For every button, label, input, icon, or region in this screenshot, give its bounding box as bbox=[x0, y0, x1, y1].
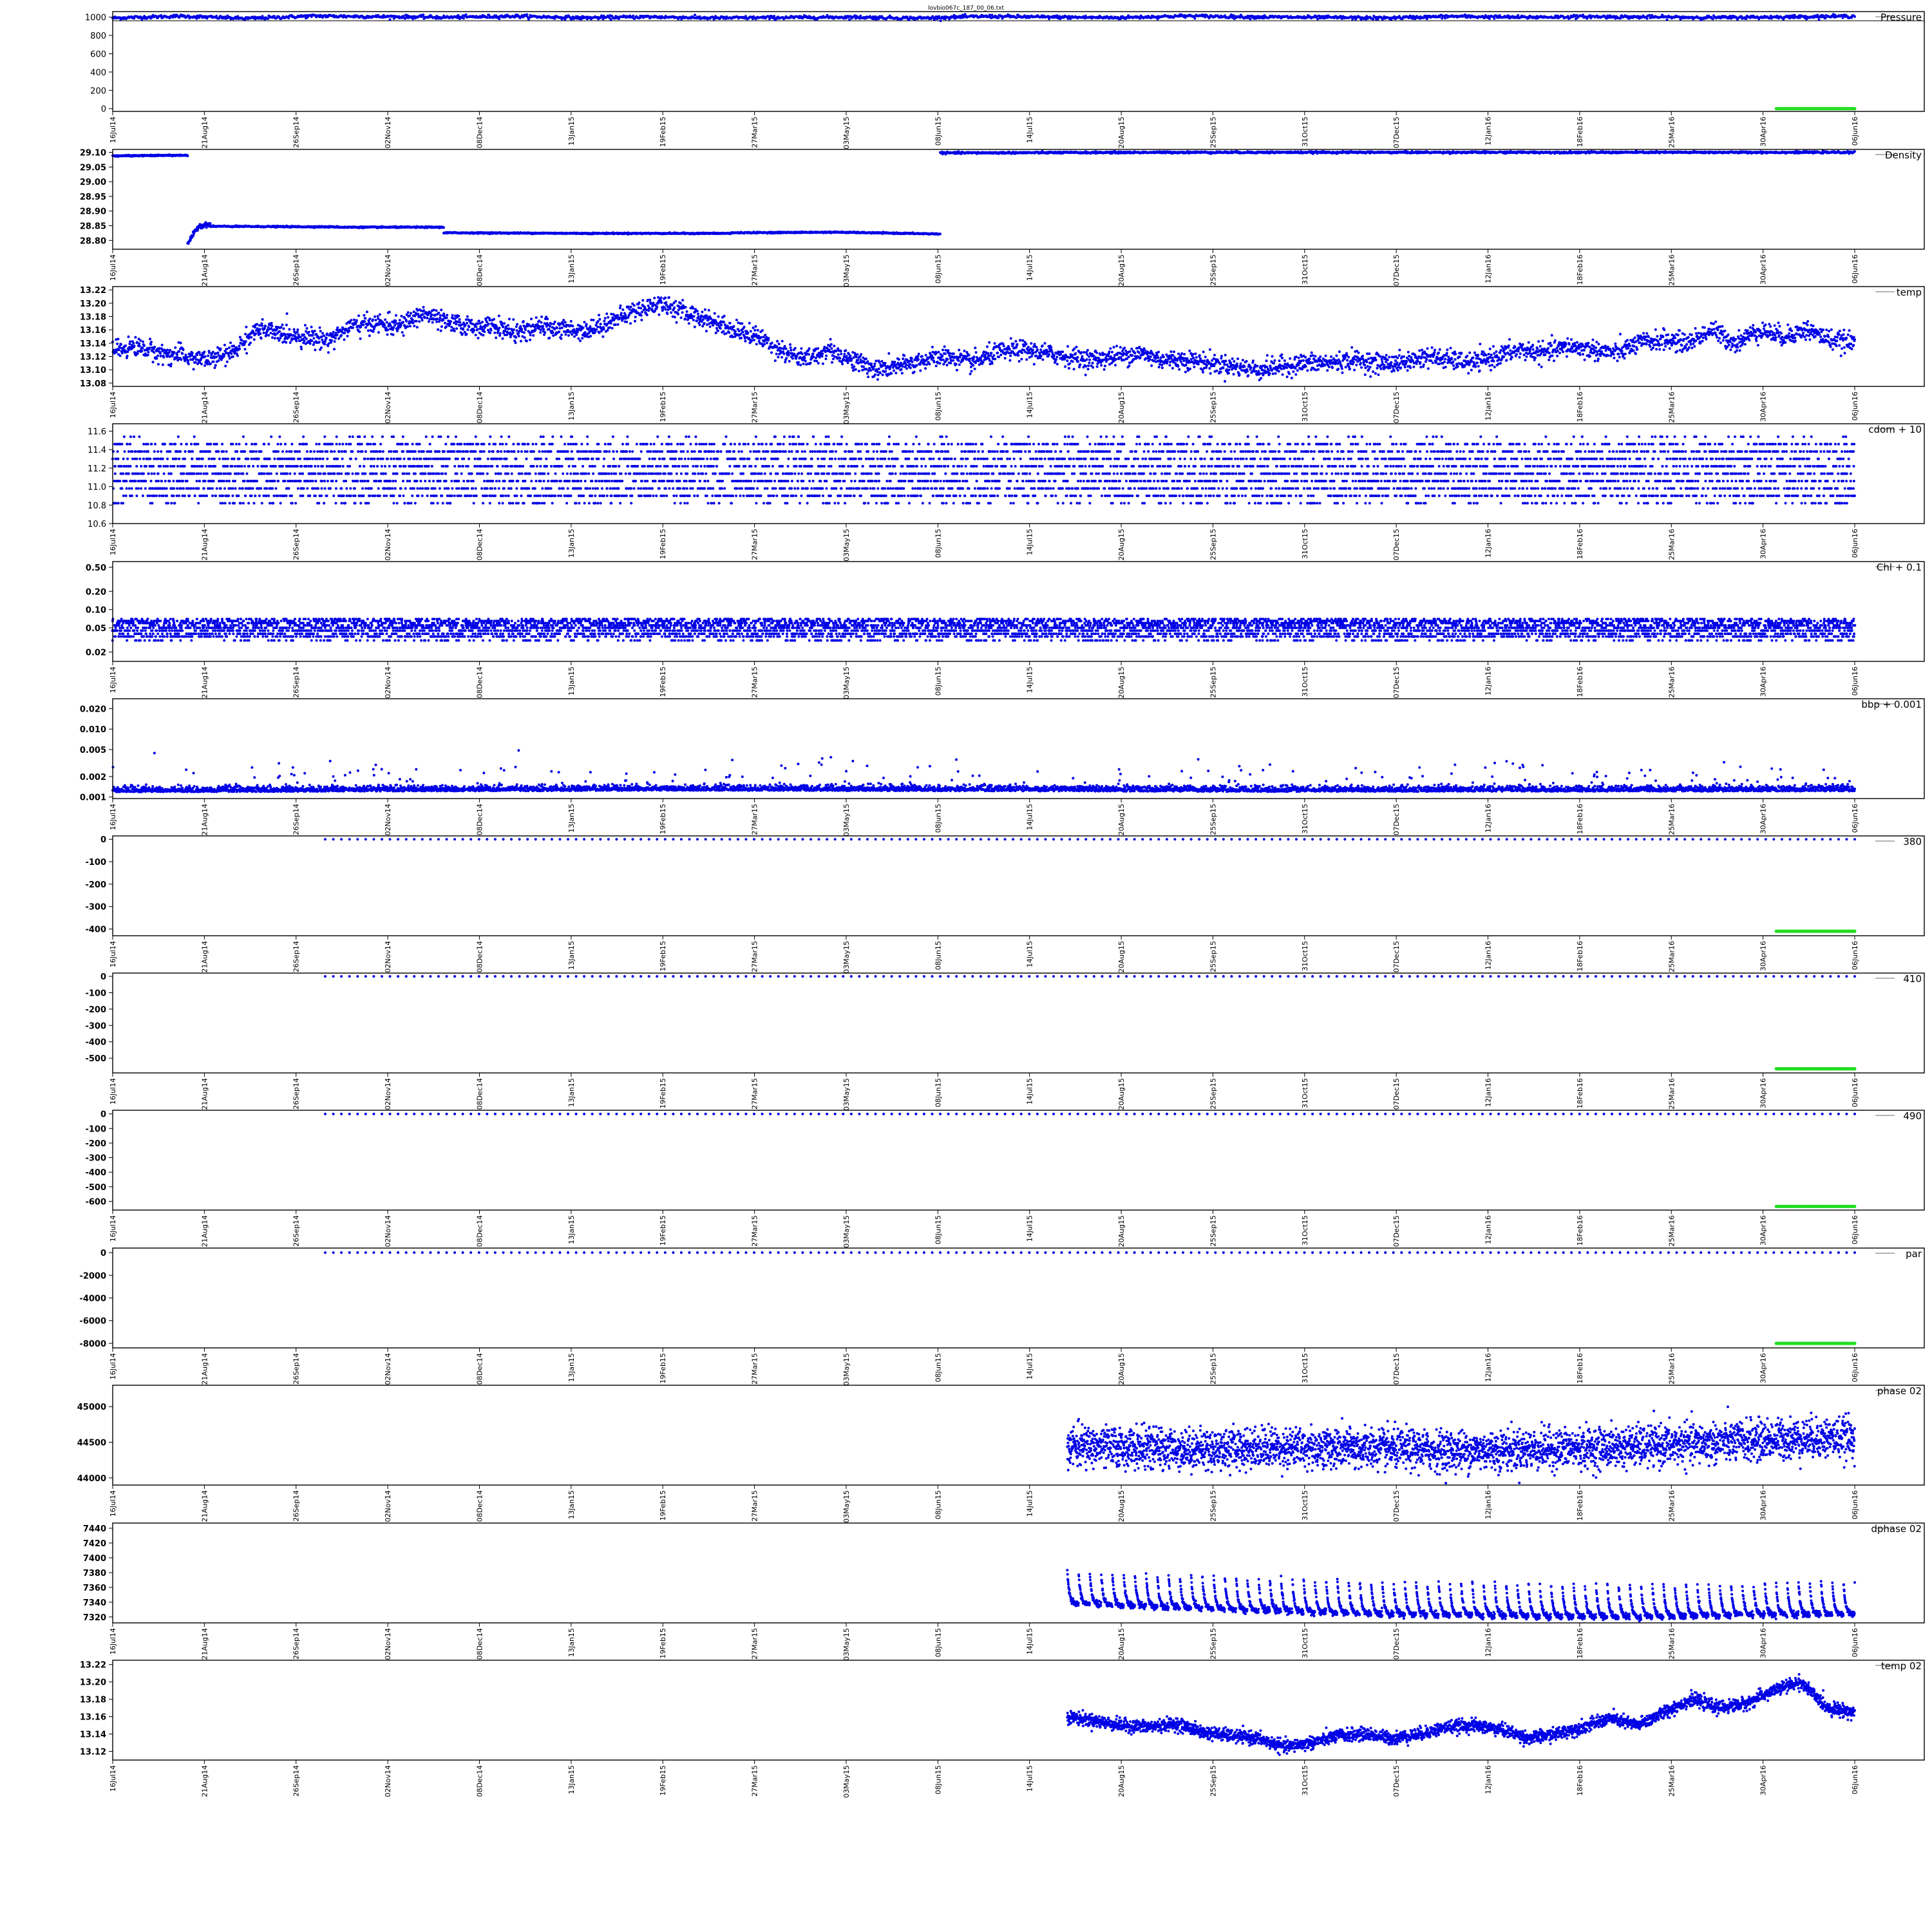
data-point bbox=[435, 17, 437, 20]
x-tick-label: 26Sep14 bbox=[292, 117, 301, 148]
data-point bbox=[939, 232, 942, 235]
data-point bbox=[1804, 15, 1807, 17]
y-tick-label: 200 bbox=[90, 86, 106, 96]
data-point bbox=[1648, 14, 1651, 17]
data-point bbox=[215, 15, 218, 17]
data-point bbox=[205, 226, 208, 229]
data-point bbox=[1816, 14, 1819, 16]
x-tick-label: 21Aug14 bbox=[200, 117, 209, 148]
data-point bbox=[287, 17, 290, 19]
data-point bbox=[906, 15, 909, 18]
y-tick-label: 1000 bbox=[85, 14, 106, 23]
panel-1: 29.1029.0529.0028.9528.9028.8528.8016Jul… bbox=[80, 149, 1924, 287]
data-point bbox=[1056, 14, 1058, 17]
data-point bbox=[1582, 14, 1584, 16]
data-point bbox=[1853, 15, 1856, 18]
x-tick-label: 19Feb15 bbox=[659, 117, 667, 147]
data-point bbox=[486, 16, 489, 19]
data-point bbox=[1853, 107, 1856, 110]
x-tick-label: 06Jun16 bbox=[1851, 117, 1859, 146]
data-point bbox=[528, 17, 531, 19]
data-point bbox=[1441, 17, 1443, 20]
x-tick-label: 12Jan16 bbox=[1484, 117, 1493, 146]
series-1-0 bbox=[111, 153, 189, 158]
series-1-3 bbox=[338, 225, 445, 230]
x-tick-label: 20Aug15 bbox=[1117, 117, 1126, 148]
data-point bbox=[610, 18, 612, 21]
data-point bbox=[465, 14, 468, 16]
data-point bbox=[1619, 17, 1622, 20]
data-point bbox=[632, 15, 634, 17]
x-tick-label: 25Sep15 bbox=[1209, 117, 1217, 148]
panel-0-points bbox=[111, 13, 1857, 110]
data-point bbox=[1372, 18, 1374, 21]
series-0-1 bbox=[1775, 107, 1857, 110]
data-point bbox=[1316, 18, 1319, 21]
series-1-5 bbox=[730, 231, 942, 236]
data-point bbox=[1666, 19, 1669, 21]
data-point bbox=[694, 14, 696, 16]
data-point bbox=[1444, 17, 1446, 19]
data-point bbox=[989, 14, 991, 16]
x-tick-label: 08Dec14 bbox=[475, 117, 484, 148]
data-point bbox=[1646, 17, 1649, 20]
data-point bbox=[209, 222, 212, 225]
data-point bbox=[848, 18, 851, 21]
data-point bbox=[564, 18, 566, 21]
x-tick-label: 16Jul14 bbox=[109, 117, 117, 143]
data-point bbox=[526, 14, 528, 16]
data-point bbox=[773, 15, 775, 17]
x-tick-label: 13Jan15 bbox=[567, 117, 576, 146]
x-tick-label: 14Jul15 bbox=[1026, 117, 1034, 143]
data-point bbox=[1233, 14, 1235, 17]
y-tick-label: 0 bbox=[101, 105, 106, 115]
y-tick-label: 600 bbox=[90, 50, 106, 59]
x-tick-label: 07Dec15 bbox=[1392, 117, 1401, 148]
data-point bbox=[1249, 18, 1251, 21]
data-point bbox=[412, 17, 414, 20]
series-1-2 bbox=[209, 224, 341, 229]
data-point bbox=[422, 14, 424, 16]
x-tick-label: 02Nov14 bbox=[384, 117, 392, 148]
data-point bbox=[940, 19, 942, 22]
data-point bbox=[1193, 17, 1196, 20]
data-point bbox=[462, 17, 465, 20]
x-tick-label: 27Mar15 bbox=[751, 117, 759, 148]
panel-frame bbox=[113, 12, 1924, 111]
data-point bbox=[442, 226, 445, 229]
data-point bbox=[997, 17, 999, 19]
data-point bbox=[389, 18, 392, 21]
y-tick-label: 400 bbox=[90, 68, 106, 78]
y-tick-label: 800 bbox=[90, 32, 106, 41]
x-tick-label: 30Apr16 bbox=[1759, 117, 1768, 147]
data-point bbox=[1493, 17, 1495, 20]
data-point bbox=[186, 155, 189, 157]
series-1-4 bbox=[442, 231, 732, 236]
x-tick-label: 31Oct15 bbox=[1301, 117, 1309, 147]
data-point bbox=[744, 15, 747, 17]
panel-1-points bbox=[111, 149, 1856, 245]
series-1-6 bbox=[939, 149, 1856, 155]
x-tick-label: 18Feb16 bbox=[1576, 117, 1584, 147]
data-point bbox=[1517, 14, 1519, 17]
x-tick-label: 25Mar16 bbox=[1667, 117, 1676, 148]
data-point bbox=[172, 16, 175, 19]
x-tick-label: 08Jun15 bbox=[934, 117, 942, 146]
data-point bbox=[1016, 17, 1018, 19]
data-point bbox=[1842, 17, 1844, 19]
x-tick-label: 03May15 bbox=[842, 117, 851, 149]
data-point bbox=[990, 14, 993, 16]
legend-label: Pressure bbox=[1880, 12, 1922, 23]
data-point bbox=[498, 17, 500, 20]
data-point bbox=[878, 17, 880, 20]
data-point bbox=[1818, 19, 1821, 21]
series-1-1 bbox=[186, 221, 211, 245]
